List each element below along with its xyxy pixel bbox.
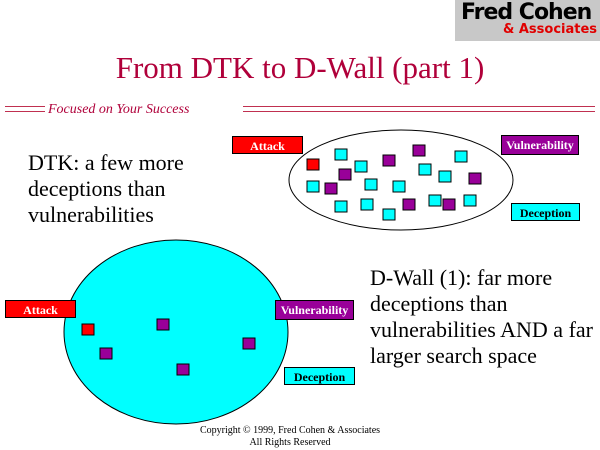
logo-line2: & Associates (503, 22, 598, 37)
dtk-deception-square (438, 170, 452, 183)
dwall-vulnerability-square (242, 337, 256, 350)
dwall-attack-square (81, 323, 95, 336)
dtk-vulnerability-square (442, 198, 456, 211)
dwall-attack-label: Attack (5, 300, 76, 318)
dwall-vulnerability-square (99, 347, 113, 360)
dtk-deception-square (428, 194, 442, 207)
dtk-deception-square (306, 180, 320, 193)
dtk-deception-square (382, 208, 396, 221)
divider-left (5, 106, 45, 112)
rights: All Rights Reserved (249, 437, 331, 448)
dtk-deception-square (360, 198, 374, 211)
divider-right (243, 106, 595, 112)
footer: Copyright © 1999, Fred Cohen & Associate… (0, 425, 580, 449)
dtk-text: DTK: a few more deceptions than vulnerab… (28, 150, 184, 227)
tagline: Focused on Your Success (48, 102, 190, 117)
dtk-deception-square (454, 150, 468, 163)
dtk-deception-square (392, 180, 406, 193)
logo: Fred Cohen & Associates (455, 0, 600, 41)
dtk-attack-square (306, 158, 320, 171)
dtk-deception-square (418, 163, 432, 176)
dwall-vulnerability-square (176, 363, 190, 376)
dtk-deception-square (354, 160, 368, 173)
dwall-search-space (63, 239, 289, 425)
copyright: Copyright © 1999, Fred Cohen & Associate… (199, 425, 381, 436)
dwall-vulnerability-label: Vulnerability (275, 300, 354, 320)
dtk-vulnerability-label: Vulnerability (501, 135, 579, 155)
dwall-deception-label: Deception (284, 367, 355, 385)
dtk-vulnerability-square (468, 172, 482, 185)
dtk-deception-label: Deception (511, 203, 580, 221)
dtk-vulnerability-square (412, 144, 426, 157)
dtk-vulnerability-square (338, 168, 352, 181)
logo-line1: Fred Cohen (461, 0, 592, 25)
dtk-vulnerability-square (402, 198, 416, 211)
dwall-text: D-Wall (1): far more deceptions than vul… (370, 265, 593, 368)
dtk-vulnerability-square (382, 154, 396, 167)
dtk-deception-square (334, 200, 348, 213)
dtk-deception-square (364, 178, 378, 191)
dtk-deception-square (334, 148, 348, 161)
dtk-deception-square (463, 194, 477, 207)
dtk-vulnerability-square (324, 182, 338, 195)
dwall-vulnerability-square (156, 318, 170, 331)
dtk-attack-label: Attack (232, 136, 303, 154)
slide-title: From DTK to D-Wall (part 1) (115, 50, 485, 85)
